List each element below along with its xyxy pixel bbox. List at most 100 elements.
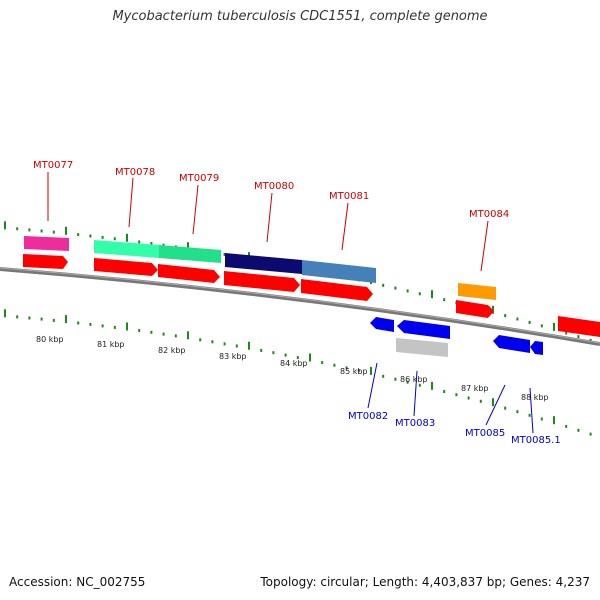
gene-label[interactable]: MT0082 — [348, 411, 388, 422]
minor-tick — [504, 406, 507, 410]
major-tick — [187, 331, 189, 340]
minor-tick — [28, 228, 31, 232]
minor-tick — [394, 377, 397, 381]
minor-tick — [443, 298, 446, 302]
gene-label[interactable]: MT0078 — [115, 167, 155, 178]
gene-arrow-fwd[interactable] — [23, 254, 68, 269]
gene-label[interactable]: MT0084 — [469, 209, 509, 220]
gene-arrow-rev[interactable] — [493, 335, 530, 353]
minor-tick — [284, 353, 287, 357]
minor-tick — [235, 344, 238, 348]
label-leaders-upper — [47, 172, 489, 272]
minor-tick — [504, 314, 507, 318]
minor-tick — [77, 321, 80, 325]
feature-mt0078[interactable] — [94, 240, 159, 258]
minor-tick — [443, 390, 446, 393]
gene-arrow-rev[interactable] — [370, 317, 394, 332]
minor-tick — [223, 253, 226, 256]
feature-mt0080[interactable] — [225, 253, 302, 274]
minor-tick — [260, 348, 263, 352]
gene-arrow-fwd[interactable] — [94, 258, 158, 276]
major-tick — [248, 341, 250, 350]
gene-arrow-rev[interactable] — [530, 341, 543, 355]
minor-tick — [77, 233, 80, 237]
kbp-label: 87 kbp — [461, 384, 489, 393]
gene-label[interactable]: MT0080 — [254, 181, 294, 192]
major-tick — [309, 353, 311, 362]
minor-tick — [28, 316, 31, 320]
kbp-label: 86 kbp — [400, 375, 428, 384]
minor-tick — [40, 317, 43, 321]
gene-arrow-fwd[interactable] — [224, 271, 300, 292]
minor-tick — [52, 318, 55, 322]
minor-tick — [101, 235, 104, 239]
major-tick — [492, 305, 494, 314]
reverse-strand-genes — [370, 317, 543, 355]
gene-arrow-fwd[interactable] — [456, 300, 494, 318]
major-tick — [4, 221, 6, 230]
minor-tick — [540, 417, 543, 421]
minor-tick — [589, 432, 592, 436]
gene-label[interactable]: MT0081 — [329, 191, 369, 202]
minor-tick — [577, 335, 580, 339]
minor-tick — [382, 374, 385, 378]
accession-text: Accession: NC_002755 — [9, 575, 146, 589]
feature-mt0077[interactable] — [24, 236, 69, 251]
feature-row-upper — [24, 236, 496, 300]
feature-mt0081[interactable] — [302, 260, 376, 283]
minor-tick — [565, 331, 568, 335]
minor-tick — [394, 286, 397, 290]
minor-tick — [52, 230, 55, 234]
genome-backbone — [0, 267, 600, 346]
gene-arrow-fwd[interactable] — [158, 264, 220, 283]
gene-label[interactable]: MT0077 — [33, 160, 73, 171]
minor-tick — [528, 320, 531, 324]
major-tick — [126, 233, 128, 242]
major-tick — [553, 322, 555, 331]
feature-mt0084[interactable] — [458, 283, 496, 300]
minor-tick — [89, 322, 92, 326]
major-tick — [4, 309, 6, 318]
kbp-label: 81 kbp — [97, 340, 125, 349]
minor-tick — [516, 410, 519, 414]
gene-label[interactable]: MT0085 — [465, 428, 505, 439]
major-tick — [65, 315, 67, 324]
major-tick — [65, 226, 67, 235]
minor-tick — [138, 240, 141, 244]
minor-tick — [138, 329, 141, 333]
major-tick — [370, 366, 372, 375]
kbp-label: 84 kbp — [280, 359, 308, 368]
gene-labels-upper: MT0077 MT0078 MT0079 MT0080 MT0081 MT008… — [33, 160, 509, 220]
feature-mt0079[interactable] — [159, 245, 221, 263]
minor-tick — [589, 338, 592, 342]
major-tick — [492, 398, 494, 407]
minor-tick — [150, 330, 153, 334]
kbp-label: 85 kbp — [340, 367, 368, 376]
kbp-scale-labels: 80 kbp 81 kbp 82 kbp 83 kbp 84 kbp 85 kb… — [36, 335, 549, 402]
gene-label[interactable]: MT0083 — [395, 418, 435, 429]
minor-tick — [565, 424, 568, 428]
minor-tick — [418, 383, 421, 387]
kbp-label: 88 kbp — [521, 393, 549, 402]
minor-tick — [467, 396, 470, 400]
minor-tick — [113, 325, 116, 329]
minor-tick — [162, 243, 165, 247]
minor-tick — [40, 229, 43, 233]
feature-mt0083[interactable] — [396, 338, 448, 357]
gene-label[interactable]: MT0085.1 — [511, 435, 561, 446]
genome-summary-text: Topology: circular; Length: 4,403,837 bp… — [260, 575, 590, 589]
gene-label[interactable]: MT0079 — [179, 173, 219, 184]
minor-tick — [577, 428, 580, 432]
minor-tick — [223, 342, 226, 346]
gene-arrow-rev[interactable] — [397, 320, 450, 339]
minor-tick — [150, 242, 153, 245]
minor-tick — [516, 317, 519, 321]
minor-tick — [101, 324, 104, 328]
minor-tick — [528, 413, 531, 417]
gene-arrow-fwd[interactable] — [301, 279, 373, 301]
gene-arrow-fwd[interactable] — [558, 316, 600, 337]
minor-tick — [357, 369, 360, 373]
minor-tick — [540, 324, 543, 328]
major-tick — [126, 322, 128, 331]
